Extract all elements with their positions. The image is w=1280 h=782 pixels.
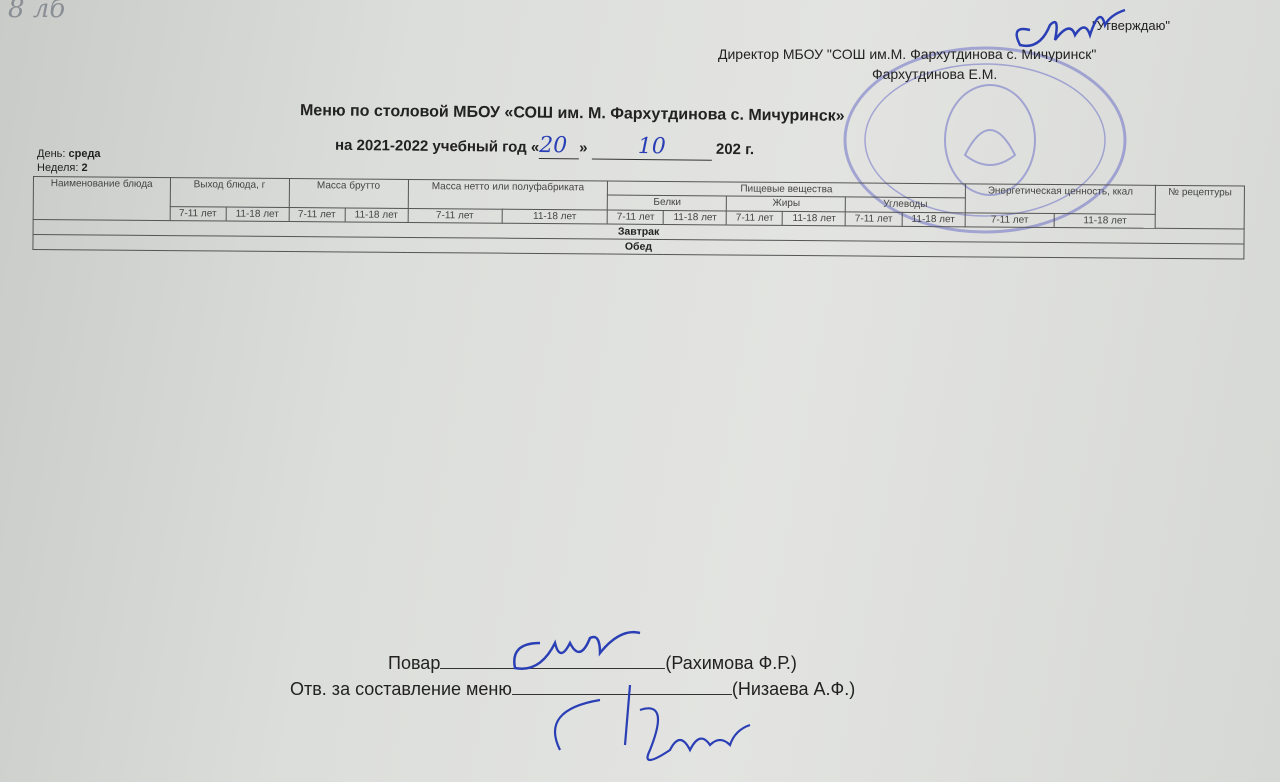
director-signature (1015, 8, 1126, 48)
header-energy: Энергетическая ценность, ккал (964, 183, 1156, 214)
day-value: среда (68, 148, 101, 160)
responsible-name: (Низаева А.Ф.) (731, 679, 856, 699)
header-age2: 11-18 лет (782, 211, 846, 226)
header-age1: 7-11 лет (169, 206, 226, 222)
header-carbs: Углеводы (845, 197, 965, 213)
cook-name: (Рахимова Ф.Р.) (665, 653, 797, 673)
cook-signature (513, 630, 641, 670)
header-age1: 7-11 лет (964, 212, 1055, 228)
cook-line: Повар (Рахимова Ф.Р.) (388, 650, 797, 674)
header-age2: 11-18 лет (344, 207, 408, 223)
date-day: 20 (539, 132, 580, 160)
header-recipe: № рецептуры (1155, 185, 1245, 230)
week-label: Неделя: (37, 162, 79, 174)
subtitle-prefix: на 2021-2022 учебный год « (334, 136, 540, 156)
director-name: Фархутдинова Е.М. (872, 66, 998, 82)
header-netto: Масса нетто или полуфабриката (407, 179, 608, 210)
menu-table: Наименование блюда Выход блюда, г Масса … (32, 176, 1245, 260)
year-suffix: г. (745, 141, 755, 159)
header-brutto: Масса брутто (288, 178, 409, 209)
page-title: Меню по столовой МБОУ «СОШ им. М. Фархут… (299, 102, 845, 125)
responsible-line: Отв. за составление меню (Низаева А.Ф.) (290, 676, 855, 700)
day-line: День: среда (37, 148, 101, 160)
approval-label: "Утверждаю" (1092, 18, 1170, 33)
cook-label: Повар (388, 653, 441, 673)
subtitle-mid: » (579, 139, 588, 157)
header-name: Наименование блюда (33, 176, 170, 221)
header-age2: 11-18 лет (1054, 213, 1156, 229)
header-proteins: Белки (607, 195, 727, 211)
official-stamp (843, 46, 1127, 234)
header-age1: 7-11 лет (726, 210, 783, 226)
header-age2: 11-18 лет (663, 210, 727, 225)
week-value: 2 (81, 162, 88, 174)
header-output: Выход блюда, г (169, 177, 290, 208)
date-year: 202 (715, 140, 742, 159)
day-label: День: (37, 148, 66, 160)
header-age2: 11-18 лет (501, 208, 608, 225)
header-fats: Жиры (726, 196, 846, 212)
responsible-label: Отв. за составление меню (290, 679, 512, 699)
date-month: 10 (591, 133, 712, 161)
handwritten-note: 8 лб (8, 0, 66, 24)
director-title: Директор МБОУ "СОШ им.М. Фархутдинова с.… (718, 46, 1097, 62)
header-age1: 7-11 лет (845, 211, 902, 227)
subtitle: на 2021-2022 учебный год «20» 10 202 г. (335, 131, 754, 161)
header-age1: 7-11 лет (288, 207, 345, 222)
header-age2: 11-18 лет (901, 211, 965, 227)
header-age1: 7-11 лет (607, 209, 664, 225)
responsible-signature (554, 684, 751, 762)
week-line: Неделя: 2 (37, 162, 88, 174)
header-age2: 11-18 лет (225, 206, 289, 222)
header-age1: 7-11 лет (407, 208, 502, 224)
